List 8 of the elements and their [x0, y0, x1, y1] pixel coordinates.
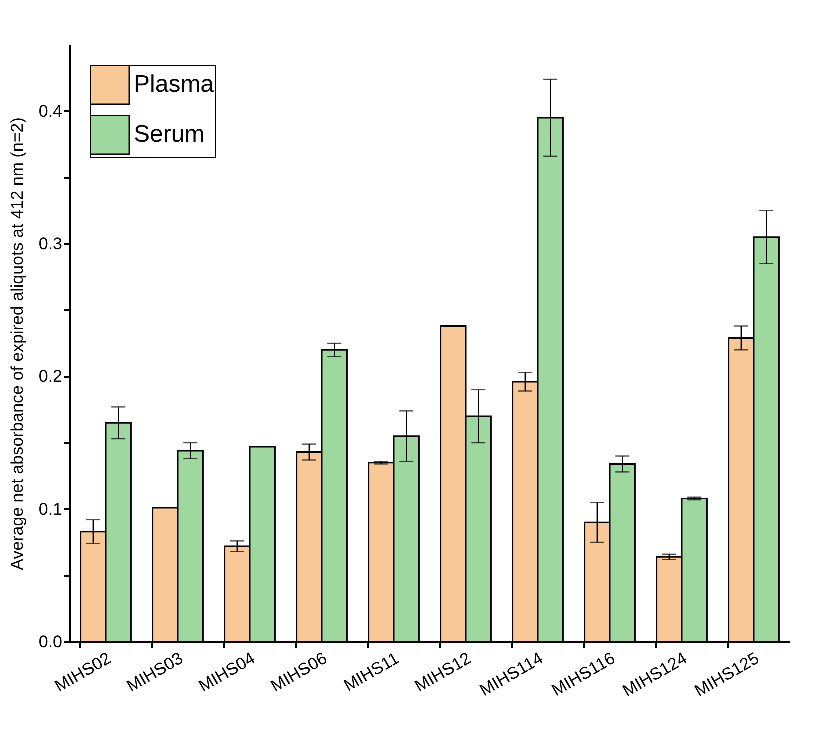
legend-label: Serum: [134, 121, 205, 148]
y-tick-label: 0.1: [38, 500, 62, 519]
legend-label: Plasma: [134, 71, 215, 98]
y-tick-label: 0.3: [38, 234, 62, 254]
y-tick-label: 0.2: [38, 367, 62, 386]
y-tick-label: 0.4: [38, 102, 62, 121]
y-axis-title: Average net absorbance of expired aliquots at 412 nm (n=2): [8, 118, 27, 570]
text: 0.0: [38, 632, 62, 652]
